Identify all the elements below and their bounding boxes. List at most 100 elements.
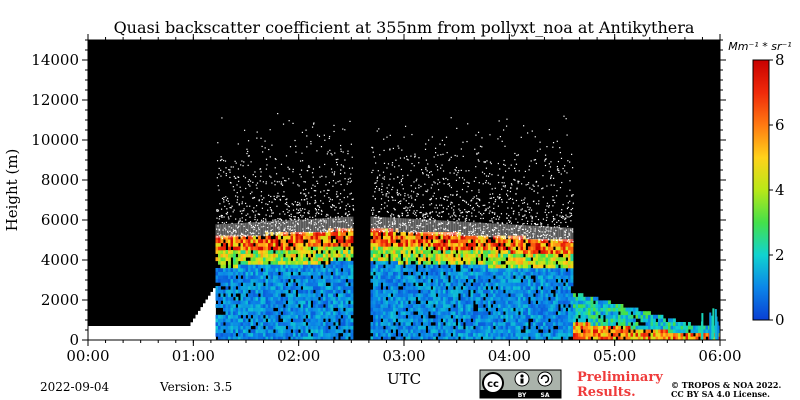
heatmap-cell [403, 250, 406, 254]
noise-speck [237, 196, 239, 198]
heatmap-cell [393, 311, 396, 316]
heatmap-cell [525, 271, 529, 276]
heatmap-cell [330, 250, 334, 254]
heatmap-cell [435, 300, 439, 305]
noise-speck [309, 229, 312, 231]
heatmap-cell [405, 235, 409, 240]
heatmap-cell [245, 275, 249, 280]
heatmap-cell [285, 235, 289, 240]
heatmap-cell [240, 311, 244, 316]
heatmap-cell [348, 293, 351, 298]
heatmap-cell [430, 235, 434, 240]
heatmap-cell [505, 268, 509, 272]
noise-speck [515, 218, 517, 220]
noise-speck [449, 172, 451, 174]
heatmap-cell [250, 239, 254, 244]
heatmap-cell [483, 275, 486, 280]
heatmap-cell [475, 235, 479, 240]
heatmap-cell [315, 218, 319, 233]
heatmap-cell [350, 250, 354, 254]
heatmap-cell [510, 332, 514, 337]
heatmap-cell [445, 307, 449, 312]
heatmap-cell [245, 242, 249, 247]
heatmap-cell [268, 253, 271, 258]
heatmap-cell [263, 289, 266, 294]
heatmap-cell [515, 325, 519, 330]
noise-speck [313, 224, 316, 226]
heatmap-cell [440, 242, 444, 247]
noise-speck [419, 225, 421, 227]
noise-speck [491, 211, 493, 213]
heatmap-cell [490, 264, 494, 269]
heatmap-cell [333, 314, 336, 319]
heatmap-cell [310, 235, 314, 240]
heatmap-cell [530, 300, 534, 305]
heatmap-cell [513, 224, 516, 239]
heatmap-cell [400, 246, 404, 251]
heatmap-cell [510, 275, 514, 280]
noise-speck [301, 216, 303, 218]
heatmap-cell [490, 246, 494, 251]
noise-speck [499, 168, 501, 170]
heatmap-cell [295, 322, 299, 326]
heatmap-cell [243, 322, 246, 326]
heatmap-cell [370, 216, 374, 231]
heatmap-cell [510, 336, 514, 340]
heatmap-cell [468, 250, 471, 254]
heatmap-cell [268, 250, 271, 254]
noise-speck [478, 191, 480, 193]
heatmap-cell [225, 278, 229, 283]
noise-speck [275, 158, 277, 161]
heatmap-cell [490, 223, 494, 238]
heatmap-cell [428, 257, 431, 262]
heatmap-cell [443, 329, 446, 334]
noise-speck [498, 120, 500, 122]
heatmap-cell [505, 304, 509, 308]
heatmap-cell [455, 246, 459, 251]
heatmap-cell [443, 278, 446, 283]
heatmap-cell [420, 296, 424, 301]
heatmap-cell [270, 232, 274, 236]
heatmap-cell [345, 289, 349, 294]
noise-speck [217, 210, 220, 212]
heatmap-cell [240, 271, 244, 276]
noise-speck [431, 184, 433, 186]
noise-speck [515, 234, 517, 236]
noise-speck [523, 202, 526, 204]
heatmap-cell [308, 289, 311, 294]
noise-speck [291, 226, 293, 228]
heatmap-cell [275, 282, 279, 287]
noise-speck [267, 209, 269, 211]
noise-speck [292, 168, 294, 171]
heatmap-cell [455, 275, 459, 280]
heatmap-cell [348, 275, 351, 280]
noise-speck [528, 237, 530, 239]
noise-speck [451, 202, 453, 204]
heatmap-cell [383, 300, 386, 305]
heatmap-cell [440, 275, 444, 280]
heatmap-cell [333, 271, 336, 276]
noise-speck [339, 227, 341, 229]
heatmap-cell [435, 296, 439, 301]
noise-speck [514, 179, 516, 181]
heatmap-cell [300, 304, 304, 308]
noise-speck [444, 229, 446, 231]
heatmap-cell [463, 329, 466, 334]
heatmap-cell [308, 325, 311, 330]
heatmap-cell [423, 278, 426, 283]
heatmap-cell [268, 300, 271, 305]
heatmap-cell [273, 314, 276, 319]
heatmap-cell [428, 275, 431, 280]
heatmap-cell [448, 300, 451, 305]
heatmap-cell [438, 311, 441, 316]
heatmap-cell [425, 250, 429, 254]
noise-speck [274, 158, 276, 160]
heatmap-cell [348, 216, 351, 231]
heatmap-cell [445, 268, 449, 272]
heatmap-cell [313, 286, 316, 290]
heatmap-cell [423, 293, 426, 298]
heatmap-cell [478, 314, 481, 319]
heatmap-cell [300, 307, 304, 312]
noise-speck [497, 205, 499, 207]
heatmap-cell [218, 336, 221, 340]
